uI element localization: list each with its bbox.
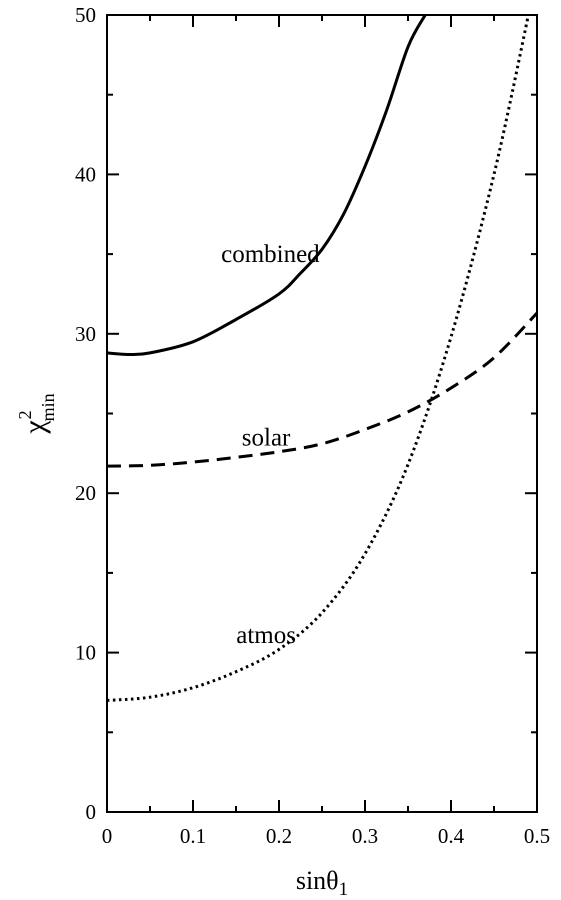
y-tick-label: 30 [75,322,96,346]
plot-frame [106,14,538,813]
x-tick-label: 0 [102,824,113,848]
axis-ticks [106,14,538,813]
x-tick-label: 0.1 [180,824,206,848]
y-axis-title: χ2 min [15,393,58,434]
series-line-atmos [106,14,530,702]
annotation-solar: solar [242,424,291,451]
series-line-combined [106,14,427,357]
annotation-combined: combined [221,241,320,268]
y-tick-label: 10 [75,641,96,665]
x-tick-label: 0.4 [438,824,465,848]
y-tick-label: 40 [75,162,96,186]
x-tick-label: 0.3 [352,824,378,848]
x-axis-title: sinθ1 [296,866,348,900]
annotation-atmos: atmos [236,622,296,649]
chart-series [106,14,539,702]
y-axis-title-main: χ [18,420,51,435]
series-annotations: combined solar atmos [221,241,320,649]
y-tick-label: 50 [75,3,96,27]
series-line-solar [106,312,539,468]
y-tick-label: 20 [75,481,96,505]
y-tick-label: 0 [86,800,97,824]
x-tick-label: 0.2 [266,824,292,848]
y-axis-title-sub: min [38,393,58,421]
y-axis-title-sup: 2 [15,410,35,419]
axis-tick-labels: 0 0.1 0.2 0.3 0.4 0.5 0 10 20 30 40 50 [75,3,550,848]
x-axis-title-sub: 1 [339,879,349,900]
x-tick-label: 0.5 [524,824,550,848]
x-axis-title-main: sinθ [296,866,339,895]
